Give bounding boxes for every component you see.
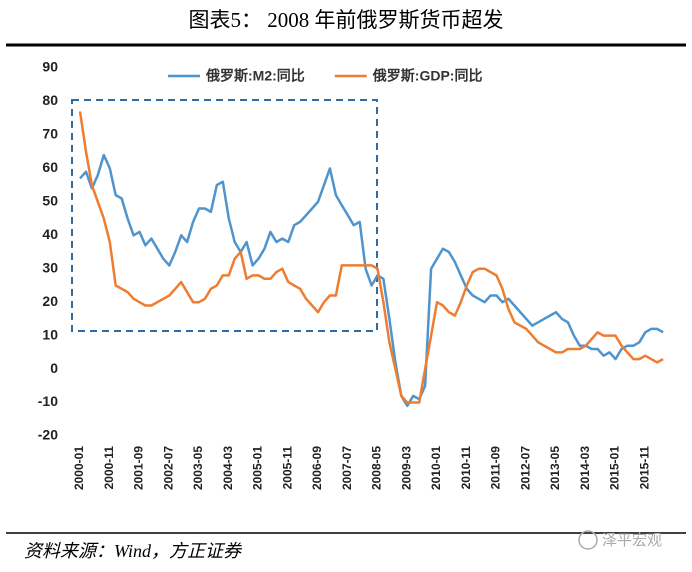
y-tick-label: 80: [42, 92, 58, 108]
highlight-box: [71, 99, 378, 332]
x-tick-label: 2000-11: [102, 446, 116, 490]
y-tick-label: 50: [42, 193, 58, 209]
y-tick-label: 70: [42, 126, 58, 142]
x-tick-label: 2006-09: [310, 446, 324, 490]
x-tick-label: 2005-01: [251, 446, 265, 490]
y-tick-label: 60: [42, 159, 58, 175]
watermark-icon: [578, 530, 598, 550]
source: 资料来源：Wind，方正证券: [24, 541, 243, 561]
y-tick-label: -10: [38, 393, 58, 409]
x-tick-label: 2005-11: [280, 446, 294, 490]
watermark: 泽平宏观: [602, 532, 662, 549]
legend-label: 俄罗斯:M2:同比: [205, 68, 305, 84]
x-tick-label: 2008-05: [370, 446, 384, 490]
x-tick-label: 2009-03: [399, 446, 413, 490]
x-tick-label: 2000-01: [72, 446, 86, 490]
x-tick-label: 2003-05: [191, 446, 205, 490]
x-tick-label: 2004-03: [221, 446, 235, 490]
x-tick-label: 2015-01: [608, 446, 622, 490]
x-tick-label: 2002-07: [161, 446, 175, 490]
x-tick-label: 2001-09: [132, 446, 146, 490]
y-tick-label: 90: [42, 59, 58, 75]
x-tick-label: 2012-07: [518, 446, 532, 490]
legend-label: 俄罗斯:GDP:同比: [372, 68, 483, 84]
x-tick-label: 2011-09: [489, 446, 503, 490]
y-tick-label: 40: [42, 226, 58, 242]
chart-title: 图表5： 2008 年前俄罗斯货币超发: [189, 8, 504, 32]
x-tick-label: 2010-01: [429, 446, 443, 490]
x-tick-label: 2013-05: [548, 446, 562, 490]
y-tick-label: 10: [42, 326, 58, 342]
y-tick-label: -20: [38, 427, 58, 443]
x-tick-label: 2014-03: [578, 446, 592, 490]
x-tick-label: 2010-11: [459, 446, 473, 490]
series-line: [78, 111, 664, 404]
x-tick-label: 2007-07: [340, 446, 354, 490]
y-tick-label: 20: [42, 293, 58, 309]
y-tick-label: 30: [42, 259, 58, 275]
x-tick-label: 2015-11: [637, 446, 651, 490]
y-tick-label: 0: [50, 360, 58, 376]
series-line: [79, 153, 664, 408]
